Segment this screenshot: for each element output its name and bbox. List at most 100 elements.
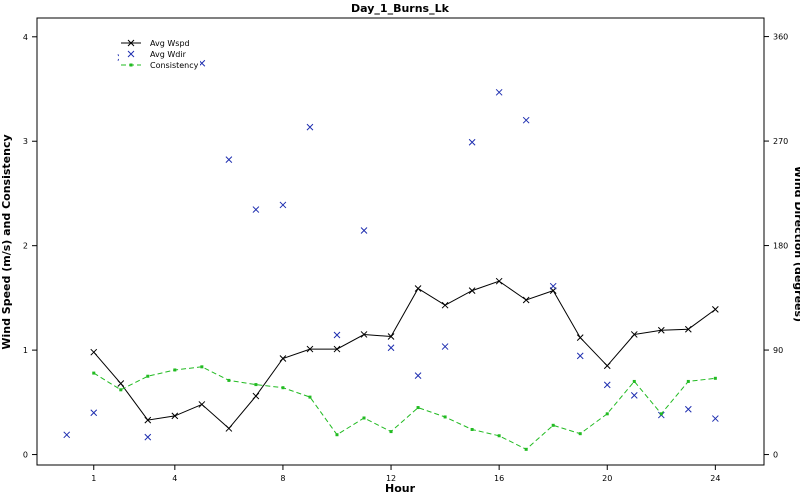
consistency-point xyxy=(254,383,258,387)
consistency-point xyxy=(92,371,96,375)
avg-wdir-point xyxy=(441,343,449,350)
consistency-point xyxy=(524,447,528,451)
avg-wspd-point xyxy=(360,331,368,338)
avg-wspd-point xyxy=(630,331,638,338)
avg-wspd-point xyxy=(495,277,503,285)
avg-wspd-point xyxy=(252,392,260,400)
avg-wspd-point xyxy=(576,334,584,341)
y-right-axis-title: Wind Direction (degrees) xyxy=(792,166,800,322)
avg-wspd-point xyxy=(225,425,233,432)
y-right-tick-label: 90 xyxy=(773,346,783,355)
avg-wspd-point xyxy=(387,333,395,340)
avg-wspd-point xyxy=(198,401,206,408)
y-right-tick-label: 270 xyxy=(773,137,788,146)
consistency-point xyxy=(497,434,501,438)
series-layer xyxy=(63,54,719,451)
consistency-point xyxy=(416,406,420,410)
consistency-point xyxy=(713,376,717,380)
avg-wspd-point xyxy=(279,355,287,362)
avg-wspd-point xyxy=(468,287,476,294)
y-right-tick-label: 0 xyxy=(773,451,778,460)
consistency-point xyxy=(551,423,555,427)
avg-wdir-point xyxy=(279,201,287,209)
x-axis-title: Hour xyxy=(385,482,416,495)
avg-wdir-point xyxy=(468,138,476,146)
avg-wspd-point xyxy=(333,345,341,353)
avg-wdir-point xyxy=(144,433,152,441)
legend-label-consistency: Consistency xyxy=(150,61,199,70)
avg-wdir-point xyxy=(576,352,584,360)
consistency-point xyxy=(173,368,177,372)
avg-wspd-line xyxy=(93,280,716,430)
avg-wspd-point xyxy=(603,362,611,370)
avg-wspd-point xyxy=(306,345,314,353)
avg-wdir-point xyxy=(684,405,692,413)
consistency-point xyxy=(470,427,474,431)
y-left-axis-title: Wind Speed (m/s) and Consistency xyxy=(0,134,13,349)
avg-wdir-point xyxy=(495,88,503,96)
legend-marker-wspd xyxy=(127,39,135,47)
consistency-point xyxy=(443,415,447,419)
y-left-tick-label: 3 xyxy=(23,137,28,146)
consistency-point xyxy=(578,432,582,436)
consistency-point xyxy=(605,412,609,416)
x-tick-label: 1 xyxy=(91,474,96,483)
consistency-point xyxy=(119,388,123,392)
consistency-point xyxy=(146,374,150,378)
x-tick-label: 12 xyxy=(386,474,396,483)
consistency-point xyxy=(335,433,339,437)
avg-wdir-point xyxy=(549,282,557,290)
avg-wspd-point xyxy=(144,416,152,424)
consistency-point xyxy=(659,412,663,416)
avg-wdir-point xyxy=(603,381,611,389)
legend-label-wspd: Avg Wspd xyxy=(150,39,190,48)
legend: Avg Wspd Avg Wdir Consistency xyxy=(119,35,200,71)
x-tick-label: 16 xyxy=(494,474,504,483)
avg-wspd-point xyxy=(90,348,98,356)
consistency-point xyxy=(200,365,204,369)
avg-wdir-point xyxy=(711,415,719,422)
consistency-line xyxy=(93,366,716,450)
avg-wdir-point xyxy=(306,123,314,131)
consistency-point xyxy=(227,378,231,382)
avg-wdir-point xyxy=(522,116,530,124)
x-tick-label: 4 xyxy=(172,474,177,483)
consistency-point xyxy=(389,430,393,434)
avg-wdir-point xyxy=(225,156,233,164)
x-tick-label: 8 xyxy=(280,474,285,483)
avg-wspd-point xyxy=(414,285,422,292)
y-left-tick-label: 1 xyxy=(23,346,28,355)
avg-wdir-point xyxy=(360,227,368,234)
y-left-tick-label: 4 xyxy=(23,33,28,42)
legend-marker-consistency xyxy=(129,63,133,67)
avg-wspd-point xyxy=(522,296,530,304)
avg-wspd-point xyxy=(684,325,692,333)
avg-wspd-point xyxy=(657,326,665,334)
plot-frame xyxy=(36,17,765,466)
legend-marker-wdir xyxy=(127,50,135,58)
avg-wdir-point xyxy=(414,372,422,379)
consistency-point xyxy=(308,395,312,399)
consistency-point xyxy=(362,416,366,420)
avg-wspd-point xyxy=(171,412,179,420)
avg-wdir-point xyxy=(387,344,395,352)
consistency-point xyxy=(281,386,285,390)
x-tick-label: 20 xyxy=(602,474,612,483)
consistency-point xyxy=(686,379,690,383)
avg-wspd-point xyxy=(117,380,125,387)
y-left-tick-label: 2 xyxy=(23,242,28,251)
legend-label-wdir: Avg Wdir xyxy=(150,50,187,59)
x-tick-label: 24 xyxy=(710,474,720,483)
avg-wdir-point xyxy=(252,206,260,213)
avg-wspd-point xyxy=(711,306,719,313)
avg-wspd-point xyxy=(441,301,449,309)
chart-title: Day_1_Burns_Lk xyxy=(351,2,450,15)
avg-wdir-point xyxy=(630,391,638,399)
consistency-point xyxy=(632,379,636,383)
avg-wdir-point xyxy=(333,331,341,339)
y-right-tick-label: 180 xyxy=(773,242,788,251)
avg-wdir-point xyxy=(63,431,71,439)
y-left-tick-label: 0 xyxy=(23,451,28,460)
